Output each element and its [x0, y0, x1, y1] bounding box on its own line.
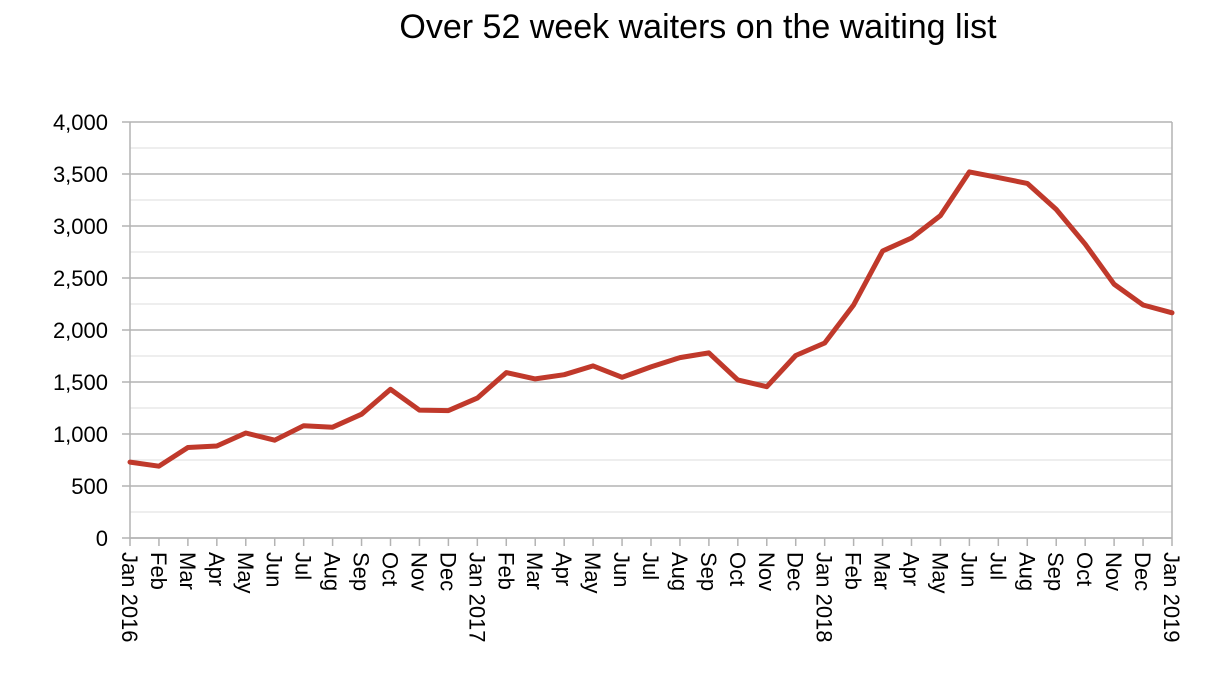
x-tick-label: Oct [1072, 552, 1097, 586]
x-tick-label: Nov [754, 552, 779, 591]
x-tick-label: Aug [320, 552, 345, 591]
x-tick-label: Mar [522, 552, 547, 590]
x-tick-label: Aug [1014, 552, 1039, 591]
axes [122, 121, 1173, 546]
y-tick-label: 1,000 [53, 422, 108, 447]
x-tick-label: Dec [1130, 552, 1155, 591]
x-tick-label: Jun [609, 552, 634, 587]
x-tick-label: Jun [956, 552, 981, 587]
x-tick-label: Apr [899, 552, 924, 586]
x-tick-label: Jun [262, 552, 287, 587]
x-tick-label: Oct [378, 552, 403, 586]
x-tick-label: Jul [291, 552, 316, 580]
x-tick-label: Mar [870, 552, 895, 590]
x-tick-label: Mar [175, 552, 200, 590]
x-tick-label: Feb [493, 552, 518, 590]
series-line [127, 169, 1175, 469]
y-axis-tick-labels: 0 500 1,000 1,500 2,000 2,500 3,000 3,500 4,000 [53, 110, 108, 551]
x-tick-label: May [580, 552, 605, 594]
x-tick-label: Feb [146, 552, 171, 590]
x-axis-tick-labels: Jan 2016 Feb Mar Apr May Jun Jul Aug Sep Oct Nov De… [117, 552, 1184, 643]
x-tick-label: Nov [1101, 552, 1126, 591]
x-tick-label: Oct [725, 552, 750, 586]
y-tick-label: 0 [96, 526, 108, 551]
x-tick-label: Jan 2016 [117, 552, 142, 643]
x-tick-label: Jul [985, 552, 1010, 580]
y-tick-label: 2,500 [53, 266, 108, 291]
series-group [127, 169, 1175, 469]
x-tick-label: Apr [551, 552, 576, 586]
grid-lines [130, 121, 1172, 539]
x-tick-label: Dec [783, 552, 808, 591]
x-tick-label: Aug [667, 552, 692, 591]
x-tick-label: Dec [435, 552, 460, 591]
x-tick-label: Sep [696, 552, 721, 591]
x-tick-label: Feb [841, 552, 866, 590]
y-tick-label: 500 [71, 474, 108, 499]
chart-title: Over 52 week waiters on the waiting list [399, 8, 997, 46]
x-tick-label: Nov [406, 552, 431, 591]
y-tick-label: 2,000 [53, 318, 108, 343]
x-tick-label: Apr [204, 552, 229, 586]
y-tick-label: 3,000 [53, 214, 108, 239]
x-tick-label: Jul [638, 552, 663, 580]
x-tick-label: Sep [349, 552, 374, 591]
x-tick-label: Jan 2019 [1159, 552, 1184, 643]
x-tick-label: Jan 2018 [812, 552, 837, 643]
x-tick-label: Sep [1043, 552, 1068, 591]
x-tick-label: May [927, 552, 952, 594]
y-tick-label: 4,000 [53, 110, 108, 135]
x-tick-label: May [233, 552, 258, 594]
x-tick-label: Jan 2017 [464, 552, 489, 643]
y-tick-label: 1,500 [53, 370, 108, 395]
y-tick-label: 3,500 [53, 162, 108, 187]
